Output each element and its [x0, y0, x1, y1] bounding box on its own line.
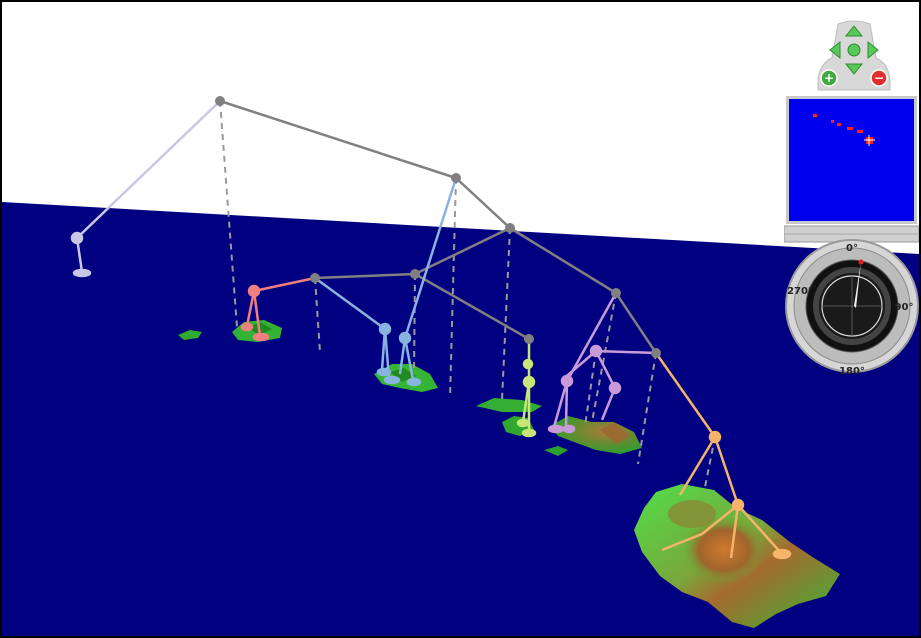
island-hawaii — [634, 484, 840, 628]
root-branches — [219, 99, 658, 354]
nav-center-button[interactable] — [847, 43, 861, 57]
compass-needle — [854, 261, 861, 308]
overview-minimap[interactable] — [786, 96, 917, 224]
island-niihau — [178, 330, 202, 340]
zoom-in-button[interactable] — [820, 69, 838, 87]
minimap-islands — [813, 114, 875, 146]
pan-up-button[interactable] — [844, 25, 864, 37]
clade-orange — [654, 352, 792, 560]
zoom-out-icon: − — [874, 71, 884, 85]
compass-control[interactable]: 0° 90° 180° 270° — [784, 224, 919, 382]
pan-down-button[interactable] — [844, 63, 864, 75]
compass-south-label: 180° — [839, 366, 865, 377]
island-kahoolawe — [544, 446, 568, 456]
compass-east-label: 90° — [895, 302, 914, 313]
clade-lavender — [70, 100, 221, 278]
compass-west-label: 270° — [787, 286, 813, 297]
clade-purple — [547, 292, 657, 434]
clade-red — [240, 276, 316, 342]
zoom-in-icon: + — [824, 71, 834, 85]
compass-north-label: 0° — [846, 243, 858, 254]
root-nodes — [215, 96, 661, 358]
projection-lines — [219, 100, 716, 493]
island-maui — [550, 416, 642, 454]
pan-left-button[interactable] — [829, 40, 841, 60]
zoom-out-button[interactable] — [870, 69, 888, 87]
clade-yellowgreen — [516, 339, 537, 438]
node-grey-molokai — [524, 334, 534, 344]
clade-blue — [314, 177, 458, 387]
pan-right-button[interactable] — [867, 40, 879, 60]
navigation-control: + − — [817, 20, 891, 91]
